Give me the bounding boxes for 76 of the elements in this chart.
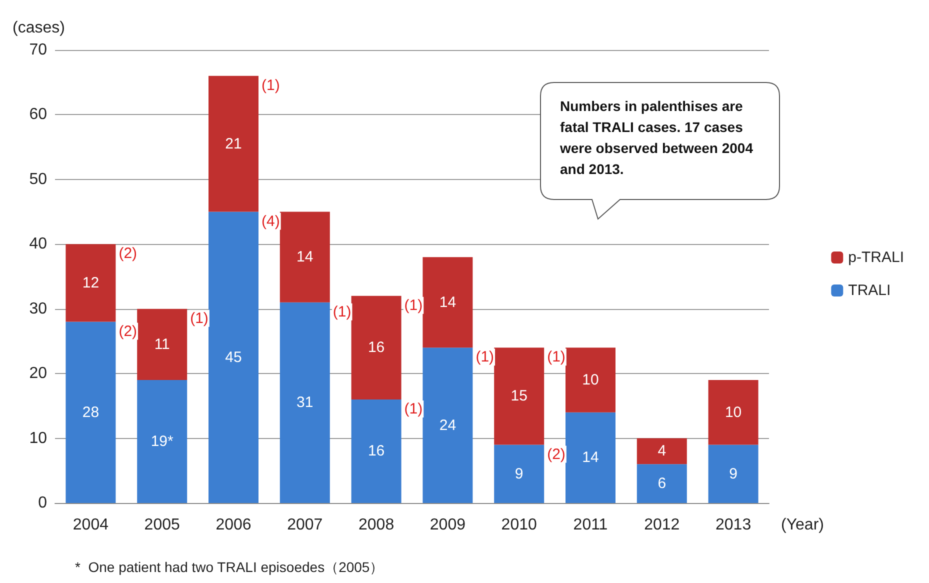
legend-label: TRALI <box>848 282 891 299</box>
annotation: (1) <box>262 76 280 94</box>
speech-bubble: Numbers in palenthises are fatal TRALI cases. 17 cases were observed between 2004 and 2013. <box>540 82 780 222</box>
x-axis-title: (Year) <box>781 516 824 534</box>
x-tick-label: 2007 <box>287 516 323 534</box>
bar <box>137 308 188 380</box>
bar <box>566 348 616 412</box>
bar <box>280 302 330 503</box>
data-label: 4 <box>658 442 666 460</box>
bar <box>137 380 188 503</box>
bar <box>66 322 116 503</box>
annotation: (1) <box>190 310 208 327</box>
annotation: (1) <box>404 296 423 314</box>
y-tick-label: 0 <box>38 494 48 512</box>
annotation: (4) <box>262 212 280 230</box>
annotation: (1) <box>404 400 423 418</box>
data-label: 24 <box>439 416 456 434</box>
x-tick-label: 2009 <box>430 516 466 534</box>
x-tick-label: 2005 <box>144 516 180 534</box>
annotation: (2) <box>118 245 138 262</box>
bar <box>708 380 758 445</box>
annotation: (2) <box>118 322 138 340</box>
data-label: 28 <box>82 404 100 421</box>
bar <box>422 257 473 348</box>
bar <box>351 399 402 503</box>
data-label: 12 <box>82 274 100 292</box>
y-tick-label: 30 <box>29 300 48 318</box>
data-label: 31 <box>296 394 314 412</box>
data-label: 9 <box>729 465 738 482</box>
data-label: 14 <box>582 449 599 466</box>
bar <box>66 244 116 322</box>
bar <box>351 296 402 400</box>
bar <box>422 348 473 503</box>
y-tick-label: 20 <box>29 365 48 382</box>
bar <box>636 464 687 503</box>
y-tick-label: 50 <box>29 170 48 188</box>
data-label: 6 <box>658 475 666 492</box>
bar <box>708 444 758 503</box>
data-label: 15 <box>510 388 528 405</box>
data-label: 14 <box>439 294 456 311</box>
data-label: 21 <box>225 135 242 152</box>
x-tick-label: 2010 <box>501 516 537 534</box>
data-label: 16 <box>368 442 385 460</box>
y-tick-label: 40 <box>29 236 48 253</box>
bar <box>494 444 544 503</box>
y-axis-title: (cases) <box>12 20 65 36</box>
x-tick-label: 2006 <box>216 516 252 534</box>
bar <box>280 212 330 302</box>
data-label: 14 <box>296 248 314 266</box>
y-tick-label: 10 <box>29 430 48 447</box>
x-tick-label: 2004 <box>72 516 109 534</box>
data-label: 19* <box>150 433 174 450</box>
legend-label: p-TRALI <box>848 249 904 266</box>
x-tick-label: 2008 <box>358 516 394 534</box>
x-tick-label: 2012 <box>644 516 680 534</box>
data-label: 10 <box>724 404 742 421</box>
bar <box>566 412 616 503</box>
y-tick-label: 60 <box>29 106 48 124</box>
bar <box>208 76 258 212</box>
annotation: (1) <box>332 303 352 320</box>
text: * One patient had two TRALI episoedes（2005） <box>75 559 384 575</box>
annotation: (1) <box>547 348 566 366</box>
data-label: 11 <box>154 336 170 353</box>
y-tick-label: 70 <box>29 42 48 58</box>
bar <box>208 212 258 503</box>
annotation: (2) <box>547 446 566 463</box>
annotation: Numbers in palenthises are fatal TRALI cases. 17 cases were observed between 2004 and 2013. <box>560 97 754 179</box>
data-label: 45 <box>225 348 242 366</box>
x-tick-label: 2013 <box>716 516 752 534</box>
bar <box>494 348 544 445</box>
x-tick-label: 2011 <box>573 516 608 534</box>
bar <box>636 438 687 464</box>
data-label: 9 <box>514 465 524 482</box>
data-label: 10 <box>582 372 599 389</box>
annotation: (1) <box>476 348 494 366</box>
data-label: 16 <box>368 339 385 356</box>
